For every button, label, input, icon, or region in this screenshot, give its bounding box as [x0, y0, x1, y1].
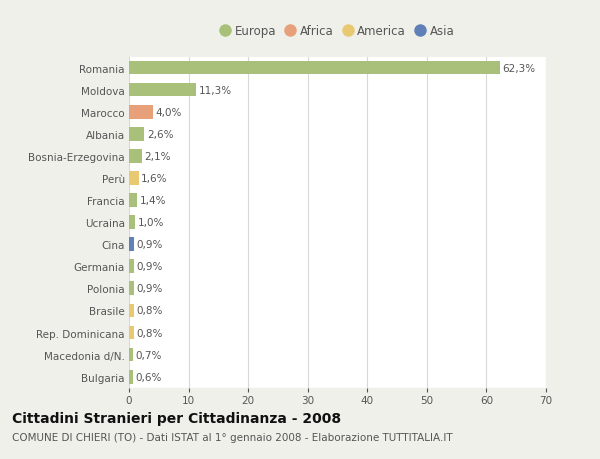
Text: 11,3%: 11,3% — [199, 85, 232, 95]
Text: 0,8%: 0,8% — [136, 306, 163, 316]
Bar — [129, 326, 134, 340]
Text: 2,1%: 2,1% — [144, 151, 170, 162]
Bar — [129, 128, 145, 141]
Bar — [129, 370, 133, 384]
Bar — [129, 106, 153, 119]
Text: 0,8%: 0,8% — [136, 328, 163, 338]
Text: 1,6%: 1,6% — [141, 174, 167, 184]
Text: 2,6%: 2,6% — [147, 129, 173, 140]
Legend: Europa, Africa, America, Asia: Europa, Africa, America, Asia — [221, 25, 454, 38]
Text: 0,9%: 0,9% — [137, 262, 163, 272]
Text: 1,4%: 1,4% — [140, 196, 166, 206]
Text: 4,0%: 4,0% — [155, 107, 182, 118]
Bar — [129, 238, 134, 252]
Text: 62,3%: 62,3% — [503, 63, 536, 73]
Bar — [129, 194, 137, 207]
Text: COMUNE DI CHIERI (TO) - Dati ISTAT al 1° gennaio 2008 - Elaborazione TUTTITALIA.: COMUNE DI CHIERI (TO) - Dati ISTAT al 1°… — [12, 432, 452, 442]
Text: 0,7%: 0,7% — [136, 350, 162, 360]
Bar — [129, 62, 500, 75]
Text: 0,9%: 0,9% — [137, 284, 163, 294]
Bar — [129, 348, 133, 362]
Text: 0,9%: 0,9% — [137, 240, 163, 250]
Bar — [129, 172, 139, 185]
Bar — [129, 84, 196, 97]
Text: 0,6%: 0,6% — [135, 372, 161, 382]
Bar — [129, 260, 134, 274]
Bar — [129, 282, 134, 296]
Bar — [129, 304, 134, 318]
Bar — [129, 150, 142, 163]
Text: Cittadini Stranieri per Cittadinanza - 2008: Cittadini Stranieri per Cittadinanza - 2… — [12, 411, 341, 425]
Bar — [129, 216, 135, 230]
Text: 1,0%: 1,0% — [137, 218, 164, 228]
